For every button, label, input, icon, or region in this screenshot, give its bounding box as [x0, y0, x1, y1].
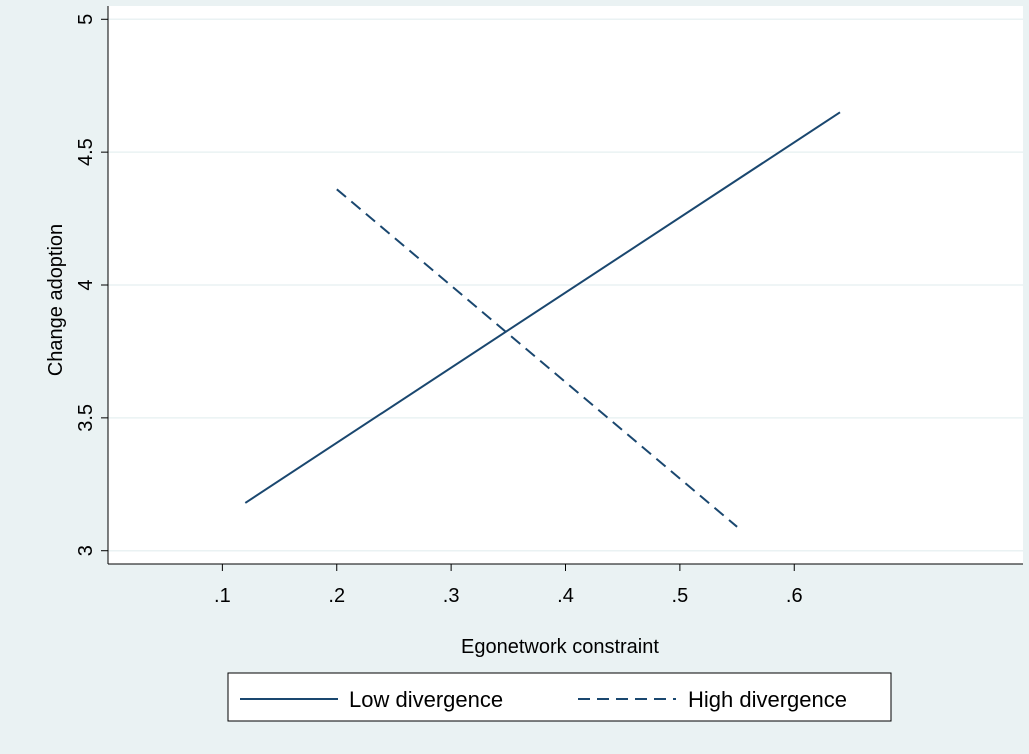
y-tick-label: 3: [75, 545, 97, 556]
gridlines: [108, 18, 1023, 552]
x-axis-title: Egonetwork constraint: [461, 636, 659, 658]
ticks: 3 3.5 4 4.5 5 .1 .2 .3 .4 .5 .6: [75, 14, 803, 607]
y-tick-label: 5: [75, 14, 97, 25]
y-axis-title: Change adoption: [45, 224, 67, 376]
legend-box: [227, 672, 892, 722]
series-line-low-divergence: [244, 111, 841, 504]
x-tick-label: .3: [443, 585, 460, 607]
x-tick-label: .4: [557, 585, 574, 607]
series-lines: [244, 111, 841, 528]
x-tick-label: .6: [786, 585, 803, 607]
x-tick-label: .1: [214, 585, 231, 607]
legend-label-low-divergence: Low divergence: [349, 687, 503, 712]
x-tick-label: .5: [672, 585, 689, 607]
y-tick-label: 4.5: [75, 138, 97, 166]
legend-label-high-divergence: High divergence: [688, 687, 847, 712]
y-tick-label: 4: [75, 279, 97, 290]
series-line-high-divergence: [336, 188, 738, 528]
y-tick-label: 3.5: [75, 404, 97, 432]
x-tick-label: .2: [328, 585, 345, 607]
legend: Low divergence High divergence: [227, 672, 892, 722]
